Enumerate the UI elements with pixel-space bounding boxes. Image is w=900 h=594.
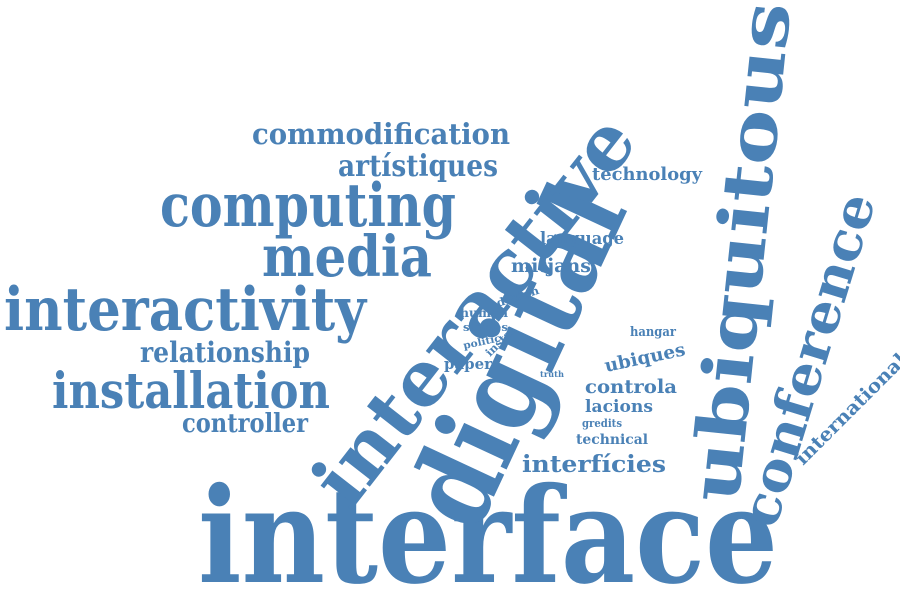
word-computing: computing: [160, 171, 456, 241]
word-technology: technology: [592, 164, 703, 185]
word-artistiques: artístiques: [338, 149, 498, 184]
word-paper: paper: [444, 355, 493, 373]
word-truth: truth: [540, 369, 564, 379]
word-commodification: commodification: [252, 117, 510, 151]
word-installation: installation: [52, 361, 330, 420]
word-controla: controla: [585, 376, 677, 398]
word-controller: controller: [182, 409, 308, 439]
word-human: human: [460, 306, 508, 320]
word-ubiques: ubiques: [603, 339, 688, 377]
word-interactivity: interactivity: [4, 275, 368, 345]
word-hangar: hangar: [630, 325, 676, 340]
word-interface: interface: [198, 459, 778, 594]
word-language: language: [540, 229, 624, 249]
word-media: media: [262, 224, 432, 290]
word-stories: stories: [463, 321, 508, 334]
word-mitjans: mitjans: [511, 255, 591, 277]
word-relationship: relationship: [140, 336, 310, 369]
word-interficies: interfícies: [522, 451, 666, 478]
word-technical: technical: [576, 432, 648, 448]
word-gredits: gredits: [582, 417, 622, 430]
word-lacions: lacions: [585, 397, 653, 417]
